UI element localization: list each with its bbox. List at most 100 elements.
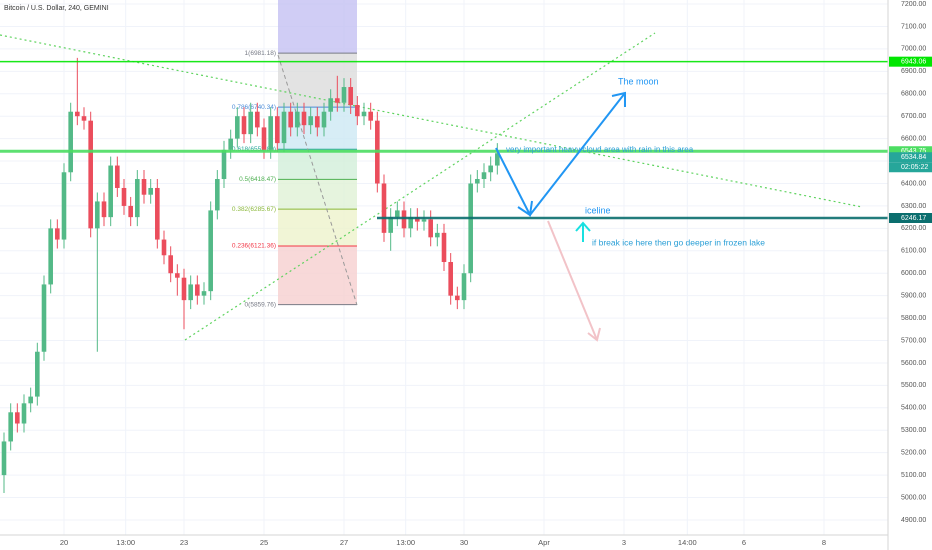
last-price-label: 6534.84: [901, 154, 926, 161]
candle-body: [461, 273, 467, 301]
x-tick-label: 8: [822, 538, 826, 547]
candles: [1, 57, 500, 494]
candle-body: [288, 111, 293, 128]
candle-body: [35, 351, 40, 397]
trend-line: [0, 34, 863, 208]
y-tick-label: 5700.00: [901, 337, 926, 344]
candle-body: [135, 179, 140, 218]
candle-body: [468, 183, 473, 274]
y-tick-label: 5800.00: [901, 315, 926, 322]
fib-band: [278, 149, 357, 180]
y-tick-label: 5000.00: [901, 494, 926, 501]
arrow-head: [517, 200, 533, 217]
y-tick-label: 6200.00: [901, 225, 926, 232]
x-tick-label: 6: [742, 538, 746, 547]
candle-body: [255, 111, 260, 128]
candle-body: [381, 183, 387, 233]
candle-body: [275, 116, 280, 144]
x-tick-label: 13:00: [116, 538, 135, 547]
candle-body: [448, 262, 453, 296]
candle-body: [15, 412, 20, 424]
y-tick-label: 5200.00: [901, 450, 926, 457]
candle-body: [121, 187, 127, 206]
x-tick-label: 13:00: [396, 538, 415, 547]
annotation: The moon: [618, 76, 659, 86]
candle-body: [175, 273, 180, 278]
x-tick-label: 27: [340, 538, 348, 547]
candle-body: [195, 284, 200, 296]
y-tick-label: 5900.00: [901, 292, 926, 299]
y-tick-label: 7200.00: [901, 1, 926, 8]
x-tick-label: 25: [260, 538, 268, 547]
candle-body: [388, 217, 393, 233]
y-tick-label: 6700.00: [901, 113, 926, 120]
fib-label: 1(6981.18): [245, 50, 276, 57]
candle-body: [148, 187, 153, 195]
candle-body: [261, 127, 267, 150]
candle-body: [115, 165, 120, 188]
candle-body: [128, 205, 133, 218]
candle-body: [241, 116, 247, 135]
fib-band: [278, 179, 357, 210]
y-tick-label: 5500.00: [901, 382, 926, 389]
candle-body: [281, 111, 287, 144]
candle-body: [295, 111, 300, 128]
candle-body: [61, 172, 67, 240]
candle-body: [268, 116, 273, 150]
candle-body: [228, 138, 233, 150]
candle-body: [221, 149, 227, 180]
fib-band: [278, 209, 357, 246]
candle-body: [315, 116, 320, 128]
candle-body: [95, 201, 100, 229]
candle-body: [355, 104, 360, 117]
fib-label: 0.236(6121.36): [232, 243, 276, 250]
candle-body: [428, 219, 433, 238]
candle-body: [181, 277, 187, 301]
candle-body: [248, 111, 253, 135]
x-tick-label: 30: [460, 538, 468, 547]
y-tick-label: 6600.00: [901, 135, 926, 142]
candle-body: [215, 179, 220, 211]
candle-body: [481, 172, 487, 180]
y-tick-label: 6000.00: [901, 270, 926, 277]
price-label-box: [889, 212, 932, 223]
y-tick-label: 5300.00: [901, 427, 926, 434]
x-tick-label: 23: [180, 538, 188, 547]
candle-body: [368, 111, 373, 121]
candle-body: [1, 441, 7, 476]
price-label: 6246.17: [901, 215, 926, 222]
candle-body: [141, 179, 147, 195]
candle-body: [88, 120, 93, 229]
x-tick-label: 14:00: [678, 538, 697, 547]
candle-body: [361, 111, 367, 117]
y-tick-label: 7100.00: [901, 23, 926, 30]
last-price-label-box: [889, 152, 932, 163]
candle-body: [161, 239, 167, 256]
candle-body: [208, 210, 213, 292]
countdown-label: 02:05:22: [901, 164, 928, 171]
candle-body: [421, 219, 427, 222]
candle-body: [75, 111, 80, 117]
fib-label: 0.5(6418.47): [239, 176, 276, 183]
fib-label: 0.618(6552.80): [232, 146, 276, 153]
candle-body: [8, 412, 13, 442]
candle-body: [435, 232, 440, 238]
arrow-head: [611, 91, 626, 107]
price-label: 6943.06: [901, 59, 926, 66]
candle-body: [348, 87, 353, 105]
candle-body: [168, 255, 173, 274]
annotation: very important heavy cloud area with rai…: [506, 145, 694, 154]
y-tick-label: 5400.00: [901, 405, 926, 412]
y-tick-label: 6900.00: [901, 68, 926, 75]
annotation: if break ice here then go deeper in froz…: [592, 237, 765, 247]
candle-body: [235, 116, 240, 139]
chart-title: Bitcoin / U.S. Dollar, 240, GEMINI: [4, 5, 109, 12]
countdown-label-box: [889, 162, 932, 173]
y-tick-label: 6300.00: [901, 203, 926, 210]
candle-body: [188, 284, 193, 301]
candle-body: [455, 295, 460, 301]
price-label: 6543.75: [901, 148, 926, 155]
fib-label: 0.382(6285.67): [232, 206, 276, 213]
y-tick-label: 6800.00: [901, 91, 926, 98]
